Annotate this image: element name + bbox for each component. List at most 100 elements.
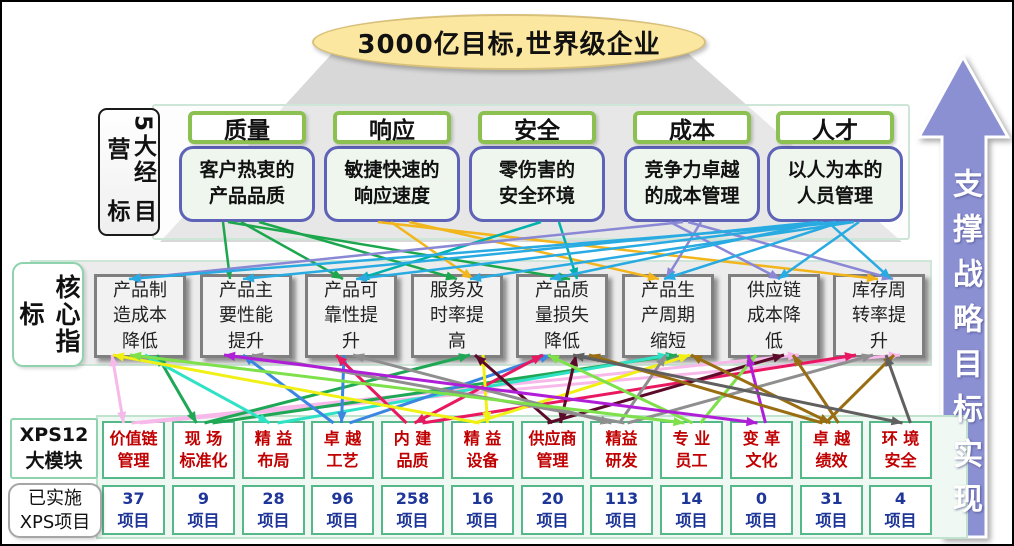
goal-desc-4: 竞争力卓越的成本管理 <box>624 146 760 222</box>
goal-desc-5-line: 以人为本的 <box>787 159 883 182</box>
goal-desc-5: 以人为本的 人员管理 <box>767 146 903 222</box>
module-3-line: 精 益 <box>254 428 293 448</box>
module-6-line: 精 益 <box>463 428 502 448</box>
module-count-2: 9 项目 <box>172 485 235 535</box>
module-count-3: 28 项目 <box>242 485 305 535</box>
module-5-line: 内 建 <box>393 428 432 448</box>
module-8: 精益 研发 <box>590 421 653 479</box>
module-count-4: 96 项目 <box>311 485 374 535</box>
module-7-line: 管理 <box>536 451 569 470</box>
module-count-7-line: 项目 <box>536 511 569 530</box>
module-count-11-line: 31 <box>820 488 843 508</box>
module-1: 价值链 管理 <box>102 421 165 479</box>
module-count-12-line: 项目 <box>884 511 917 530</box>
module-2-line: 现 场 <box>184 428 223 448</box>
module-count-1-line: 项目 <box>117 511 150 530</box>
module-5: 内 建品质 <box>381 421 444 479</box>
goal-desc-3-line: 零伤害的 <box>498 159 575 182</box>
goal-header-3-line: 安全 <box>514 117 560 144</box>
goal-header-4: 成本 <box>633 111 751 144</box>
module-4: 卓 越工艺 <box>311 421 374 479</box>
module-count-8: 113 项目 <box>590 485 653 535</box>
module-7-line: 供应商 <box>528 428 577 448</box>
goal-desc-3-line: 安全环境 <box>498 185 575 207</box>
module-5-line: 品质 <box>396 451 429 470</box>
module-9-line: 专 业 <box>672 428 711 448</box>
module-count-4-line: 项目 <box>326 511 359 530</box>
goals-section-label: 5大经营 目标 <box>98 108 160 236</box>
goal-header-2: 响应 <box>333 111 451 144</box>
module-3-line: 布局 <box>257 451 290 470</box>
module-count-11-line: 项目 <box>815 511 848 530</box>
modules-section-label: XPS12 大模块 <box>10 418 98 479</box>
core-indicator-5: 产品质 量损失 降低 <box>516 274 608 358</box>
core-indicator-2-line: 产品主 <box>219 279 273 301</box>
module-8-line: 研发 <box>605 451 638 470</box>
module-10: 变 革文化 <box>730 421 793 479</box>
core-indicator-5-line: 降低 <box>544 330 580 352</box>
core-indicator-7-line: 低 <box>765 330 783 352</box>
core-indicator-1-line: 产品制 <box>113 279 167 301</box>
module-count-1-line: 37 <box>122 488 145 508</box>
goal-header-1: 质量 <box>188 111 306 144</box>
module-count-11: 31 项目 <box>800 485 863 535</box>
module-9-line: 员工 <box>675 451 708 470</box>
module-count-9-line: 14 <box>680 488 703 508</box>
module-count-12-line: 4 <box>894 488 907 508</box>
goal-desc-1: 客户热衷的 产品品质 <box>179 146 315 222</box>
core-indicator-8-line: 升 <box>870 330 888 352</box>
top-goal-ellipse: 3000亿目标,世界级企业 <box>312 14 706 70</box>
core-indicator-8-line: 库存周 <box>852 279 906 301</box>
module-count-5-line: 项目 <box>396 511 429 530</box>
core-indicator-7: 供应链 成本降低 <box>728 274 820 358</box>
core-indicator-6-line: 产品生 <box>641 279 695 301</box>
module-1-line: 价值链 <box>109 428 158 448</box>
module-count-3-line: 项目 <box>257 511 290 530</box>
module-count-4-line: 96 <box>331 488 354 508</box>
core-indicator-3: 产品可 靠性提升 <box>305 274 397 358</box>
module-1-line: 管理 <box>117 451 150 470</box>
module-count-6: 16 项目 <box>451 485 514 535</box>
module-count-6-line: 16 <box>471 488 494 508</box>
module-count-7: 20 项目 <box>521 485 584 535</box>
core-indicator-2: 产品主 要性能 提升 <box>200 274 292 358</box>
goal-desc-4-line: 的成本管理 <box>644 185 740 207</box>
module-6-line: 设备 <box>466 451 499 470</box>
goal-desc-2-line: 敏捷快速的 <box>344 159 440 182</box>
module-count-1: 37 项目 <box>102 485 165 535</box>
goal-desc-4-line: 竞争力卓越 <box>644 159 740 182</box>
module-10-line: 文化 <box>745 451 778 470</box>
core-indicator-2-line: 提升 <box>228 330 264 352</box>
core-indicator-3-line: 产品可 <box>324 279 378 301</box>
module-count-9: 14 项目 <box>660 485 723 535</box>
goal-desc-1-line: 客户热衷的 <box>199 159 295 182</box>
core-indicator-7-line: 供应链 <box>747 279 801 301</box>
core-indicator-3-line: 靠性提 <box>324 305 378 327</box>
module-count-10: 0 项目 <box>730 485 793 535</box>
goal-header-5-line: 人才 <box>812 117 858 144</box>
module-12: 环 境安全 <box>869 421 932 479</box>
module-count-3-line: 28 <box>262 488 285 508</box>
core-indicator-4-line: 服务及 <box>430 279 484 301</box>
module-12-line: 安全 <box>884 451 917 470</box>
core-indicator-6: 产品生 产周期 缩短 <box>622 274 714 358</box>
core-indicator-3-line: 升 <box>342 330 360 352</box>
core-section-label: 核心指标 <box>12 262 84 367</box>
goal-header-3: 安全 <box>478 111 596 144</box>
goal-header-4-line: 成本 <box>669 117 715 144</box>
goals-section-label-line: 目标 <box>103 199 156 226</box>
module-10-line: 变 革 <box>742 428 781 448</box>
core-indicator-1-line: 降低 <box>122 330 158 352</box>
core-indicator-5-line: 产品质 <box>535 279 589 301</box>
core-indicator-6-line: 产周期 <box>641 305 695 327</box>
goal-header-1-line: 质量 <box>224 117 270 144</box>
modules-section-label-line: 大模块 <box>25 449 83 472</box>
module-count-6-line: 项目 <box>466 511 499 530</box>
module-11: 卓 越绩效 <box>800 421 863 479</box>
module-count-9-line: 项目 <box>675 511 708 530</box>
core-indicator-7-line: 成本降 <box>747 305 801 327</box>
goals-section-label-line: 5大经营 <box>103 114 156 186</box>
module-6: 精 益设备 <box>451 421 514 479</box>
module-count-8-line: 项目 <box>605 511 638 530</box>
goal-header-5: 人才 <box>776 111 894 144</box>
